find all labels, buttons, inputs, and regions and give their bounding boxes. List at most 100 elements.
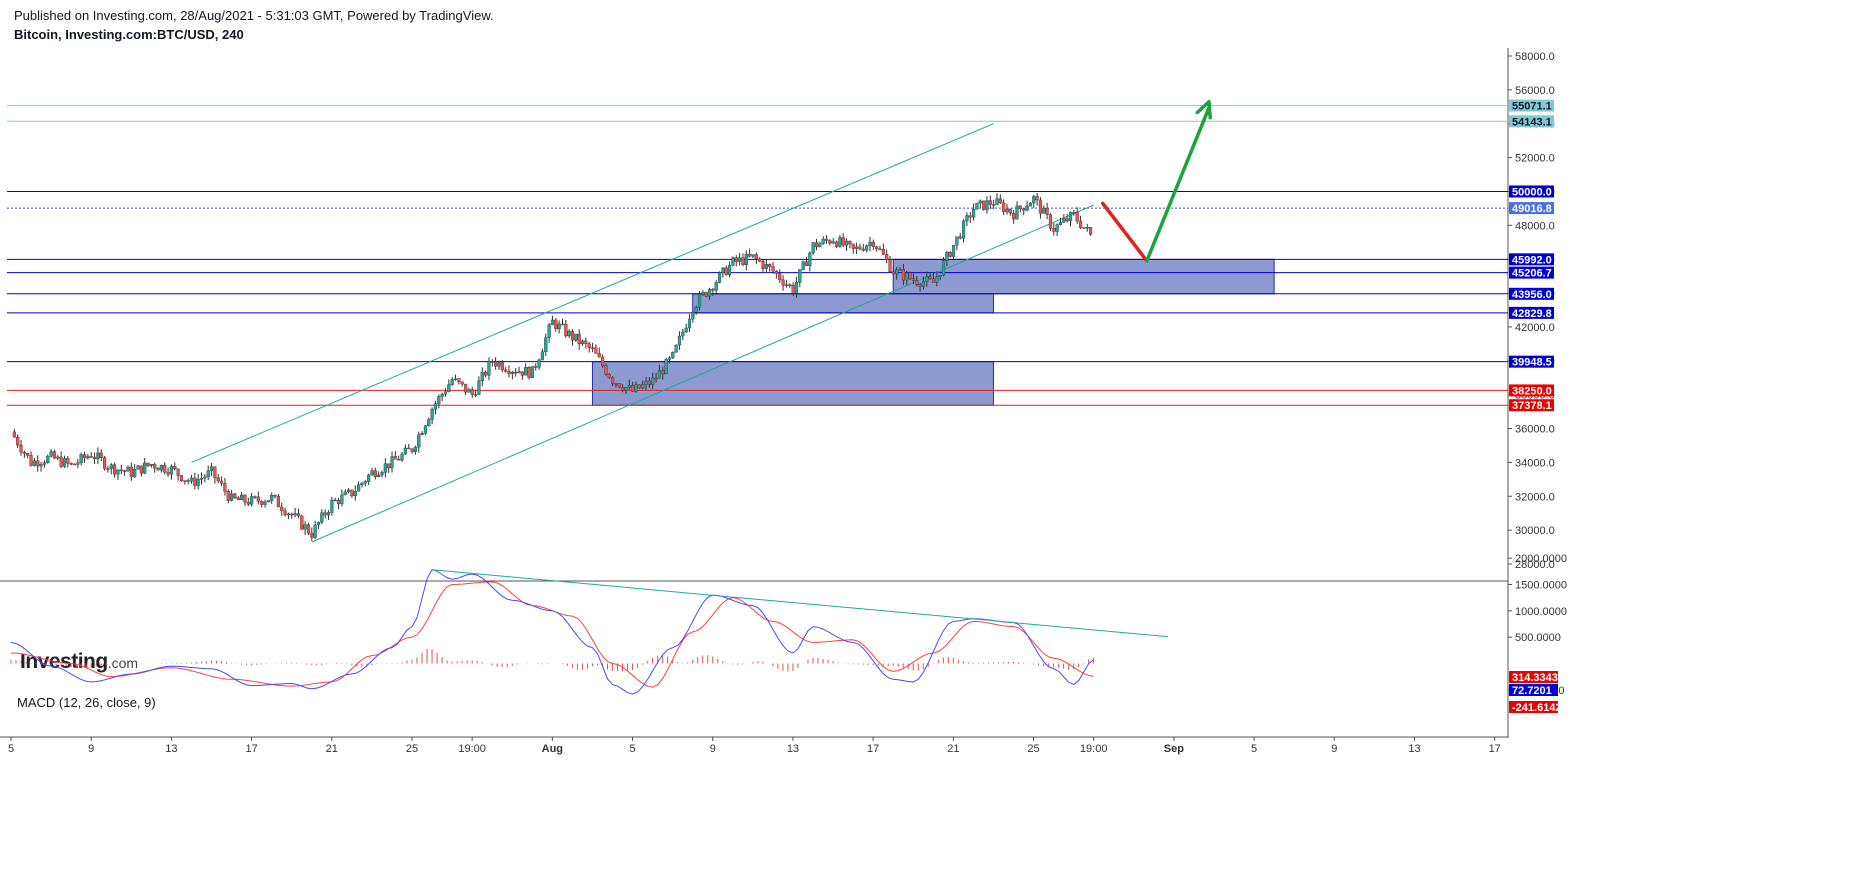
candle-body-246 bbox=[834, 241, 839, 247]
candle-body-148 bbox=[507, 371, 511, 374]
candle-body-113 bbox=[390, 456, 394, 469]
candle-body-268 bbox=[908, 272, 912, 279]
candle-body-306 bbox=[1035, 196, 1039, 201]
time-tick-2021-07-21: 21 bbox=[326, 743, 338, 755]
time-tick-2021-08-01: Aug bbox=[542, 743, 563, 755]
candle-body-89 bbox=[310, 532, 314, 538]
candle-body-239 bbox=[811, 242, 815, 254]
candle-body-82 bbox=[286, 513, 291, 516]
candle-body-149 bbox=[510, 372, 514, 374]
candle-body-263 bbox=[891, 271, 895, 275]
candle-body-155 bbox=[530, 366, 535, 379]
candle-body-151 bbox=[517, 371, 521, 374]
price-tick-32000.0: 32000.0 bbox=[1515, 491, 1555, 503]
price-badge-text-37378.1: 37378.1 bbox=[1512, 400, 1552, 412]
ascending-channel bbox=[191, 123, 1094, 543]
candle-body-15 bbox=[62, 458, 67, 467]
candle-body-32 bbox=[119, 469, 123, 472]
candle-body-162 bbox=[554, 319, 558, 330]
candle-body-248 bbox=[841, 237, 845, 246]
candle-body-139 bbox=[477, 380, 481, 395]
candle-body-95 bbox=[330, 499, 334, 513]
candle-body-287 bbox=[971, 208, 976, 218]
candle-body-271 bbox=[918, 284, 922, 287]
candle-body-257 bbox=[871, 241, 875, 247]
price-badge-49016.8 bbox=[1509, 202, 1554, 215]
candle-body-266 bbox=[901, 269, 906, 281]
candle-body-191 bbox=[651, 377, 655, 385]
candle-body-59 bbox=[209, 466, 214, 472]
candle-body-174 bbox=[594, 347, 598, 354]
candle-body-85 bbox=[296, 513, 301, 517]
candle-body-316 bbox=[1068, 212, 1073, 222]
price-badge-50000.0 bbox=[1509, 185, 1554, 198]
candle-body-256 bbox=[868, 241, 872, 246]
candle-body-269 bbox=[911, 278, 916, 281]
channel-lower-line bbox=[311, 204, 1094, 543]
price-badge-text-45992.0: 45992.0 bbox=[1512, 254, 1552, 266]
candle-body-67 bbox=[236, 497, 240, 501]
candle-body-240 bbox=[814, 242, 819, 248]
candle-body-192 bbox=[654, 377, 658, 380]
candle-body-213 bbox=[724, 267, 728, 276]
candle-body-308 bbox=[1042, 207, 1046, 214]
candle-body-228 bbox=[774, 270, 778, 274]
candle-body-299 bbox=[1012, 213, 1016, 220]
candle-body-77 bbox=[270, 494, 274, 501]
macd-title: MACD (12, 26, close, 9) bbox=[17, 695, 156, 710]
candle-body-133 bbox=[457, 378, 461, 383]
candle-body-309 bbox=[1045, 207, 1049, 215]
macd-badge-text--241.6142: -241.6142 bbox=[1512, 702, 1562, 714]
candle-body-36 bbox=[133, 469, 137, 477]
candle-body-14 bbox=[59, 456, 63, 467]
candle-body-29 bbox=[109, 464, 113, 469]
price-badges: 55071.1 54143.1 50000.0 49016.8 45992.0 45206… bbox=[1509, 99, 1562, 714]
candle-body-267 bbox=[905, 272, 909, 281]
candle-body-241 bbox=[818, 243, 822, 248]
candle-body-172 bbox=[587, 343, 591, 348]
price-badge-text-38250.0: 38250.0 bbox=[1512, 385, 1552, 397]
candle-body-12 bbox=[52, 451, 57, 459]
candle-body-8 bbox=[39, 464, 43, 467]
candle-body-154 bbox=[527, 366, 531, 379]
time-tick-2021-08-21: 21 bbox=[947, 743, 959, 755]
candle-body-129 bbox=[443, 391, 448, 395]
price-tick-34000.0: 34000.0 bbox=[1515, 457, 1555, 469]
candle-body-91 bbox=[316, 522, 321, 526]
candle-body-119 bbox=[410, 448, 414, 452]
candle-body-68 bbox=[240, 494, 244, 501]
candle-body-292 bbox=[988, 200, 992, 205]
candle-body-313 bbox=[1058, 221, 1063, 225]
candle-body-216 bbox=[734, 257, 738, 262]
candle-body-311 bbox=[1052, 227, 1056, 232]
candle-body-187 bbox=[637, 384, 641, 389]
candle-body-170 bbox=[580, 340, 585, 345]
candle-body-264 bbox=[895, 269, 899, 275]
candle-body-289 bbox=[978, 200, 982, 204]
candle-body-163 bbox=[557, 323, 561, 330]
candle-body-44 bbox=[159, 464, 164, 471]
candle-body-249 bbox=[844, 240, 849, 246]
candle-body-265 bbox=[898, 269, 902, 271]
time-tick-2021-07-13: 13 bbox=[165, 743, 177, 755]
candle-body-280 bbox=[948, 252, 952, 257]
candle-body-193 bbox=[657, 370, 662, 379]
projection-up-arrow bbox=[1145, 105, 1211, 263]
candle-body-142 bbox=[487, 361, 491, 376]
candle-body-52 bbox=[186, 480, 190, 482]
time-tick-2021-08-05: 5 bbox=[629, 743, 635, 755]
candle-body-317 bbox=[1072, 212, 1076, 214]
candle-body-24 bbox=[92, 456, 97, 460]
price-badge-42829.8 bbox=[1509, 306, 1554, 319]
candle-body-27 bbox=[102, 457, 107, 469]
candle-body-40 bbox=[146, 462, 150, 466]
candle-body-78 bbox=[273, 494, 277, 497]
candle-body-115 bbox=[397, 459, 401, 461]
candle-body-284 bbox=[961, 220, 966, 239]
candle-body-195 bbox=[664, 359, 668, 375]
candle-body-184 bbox=[627, 385, 631, 388]
candle-body-66 bbox=[233, 493, 237, 499]
candle-body-69 bbox=[243, 494, 247, 503]
candle-body-35 bbox=[129, 466, 133, 477]
